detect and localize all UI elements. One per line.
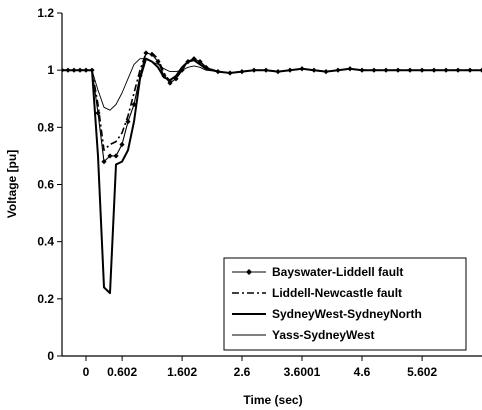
x-axis-title: Time (sec) [243, 393, 302, 407]
x-tick-label: 0 [83, 365, 90, 379]
legend-label-1: Bayswater-Liddell fault [272, 265, 403, 279]
series-1-marker [95, 110, 101, 116]
series-line-4 [62, 58, 482, 111]
series-1-marker [155, 58, 161, 65]
y-tick-label: 0.6 [37, 178, 54, 192]
x-tick-label: 5.602 [407, 365, 437, 379]
legend-label-3: SydneyWest-SydneyNorth [272, 307, 422, 321]
series-layer [62, 50, 482, 295]
legend-marker [246, 269, 252, 275]
y-axis-title: Voltage [pu] [5, 150, 19, 218]
series-1-marker [107, 153, 113, 159]
series-1-marker [203, 64, 209, 70]
x-tick-label: 1.602 [167, 365, 197, 379]
y-tick-label: 0 [47, 349, 54, 363]
legend-label-4: Yass-SydneyWest [272, 328, 375, 342]
y-tick-label: 0.4 [37, 235, 54, 249]
ticks-layer: 0 0.2 0.4 0.6 0.8 1 1.2 0 0.602 1.602 2.6 3.6001 4.6… [37, 6, 437, 379]
x-tick-label: 4.6 [354, 365, 371, 379]
y-tick-label: 1 [47, 63, 54, 77]
legend-label-2: Liddell-Newcastle fault [272, 286, 402, 300]
series-1-marker [125, 119, 131, 125]
series-1-marker [113, 153, 119, 159]
legend: Bayswater-Liddell fault Liddell-Newcastle… [223, 257, 467, 351]
x-tick-label: 0.602 [107, 365, 137, 379]
y-tick-label: 0.2 [37, 292, 54, 306]
y-tick-label: 1.2 [37, 6, 54, 20]
y-tick-label: 0.8 [37, 120, 54, 134]
series-1-marker [119, 141, 125, 148]
series-1-marker [149, 51, 155, 58]
series-group [62, 50, 482, 295]
series-1-marker [143, 50, 149, 56]
series-1-marker [101, 159, 107, 165]
x-tick-label: 2.6 [234, 365, 251, 379]
x-tick-label: 3.6001 [284, 365, 321, 379]
